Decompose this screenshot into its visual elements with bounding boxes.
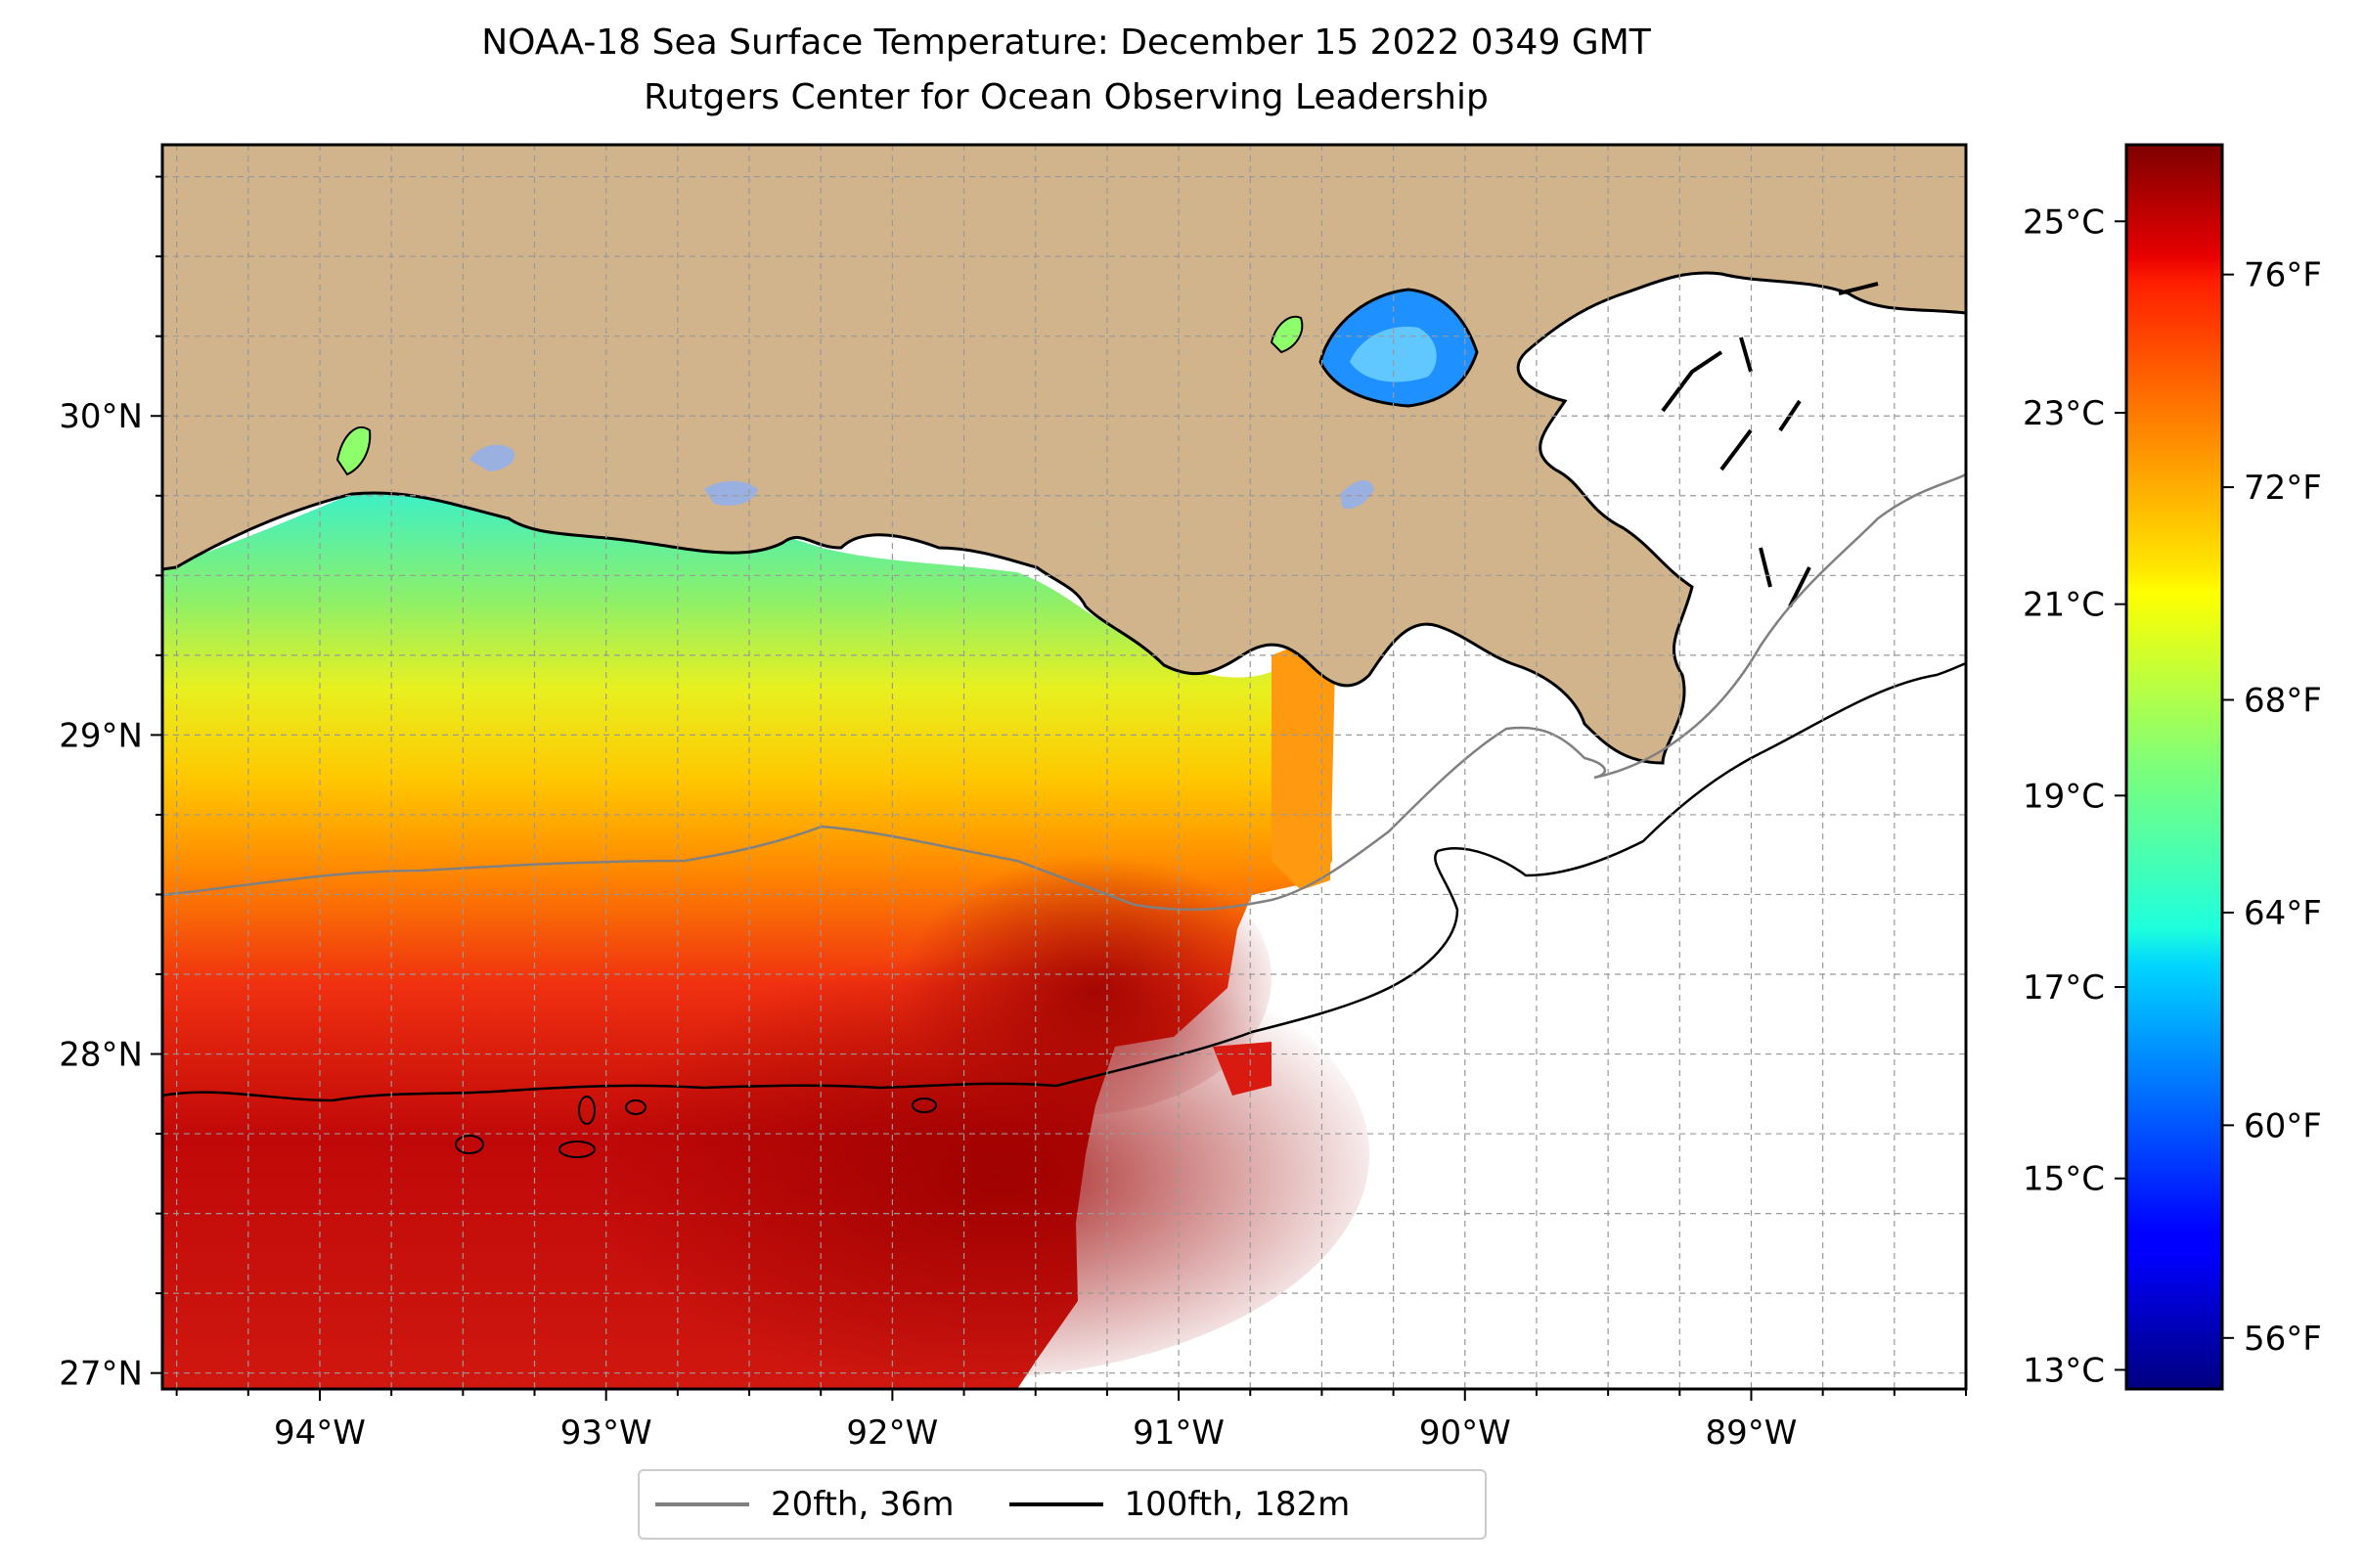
fahrenheit-tick-label: 76°F — [2244, 256, 2322, 295]
legend-swatch-100fth — [1008, 1502, 1103, 1506]
map-frame — [160, 143, 1968, 1391]
x-tick-label: 94°W — [274, 1413, 366, 1453]
fahrenheit-tick-label: 72°F — [2244, 469, 2322, 508]
fahrenheit-tick-label: 68°F — [2244, 682, 2322, 721]
legend-swatch-20fth — [655, 1502, 749, 1506]
small-lake — [1270, 315, 1304, 354]
barataria-pond — [1340, 479, 1374, 510]
contour-100fth — [162, 661, 1966, 1102]
map-title: NOAA-18 Sea Surface Temperature: Decembe… — [481, 22, 1651, 63]
colorbar-celsius-axis: 13°C 15°C 17°C 19°C 21°C 23°C 25°C — [2023, 202, 2126, 1390]
contour-islands — [455, 1096, 937, 1158]
sst-patch-river — [1272, 636, 1335, 890]
y-tick-label: 27°N — [59, 1355, 143, 1394]
marsh-pond — [704, 480, 758, 506]
celsius-tick-label: 15°C — [2023, 1160, 2105, 1199]
x-axis: 94°W 93°W 92°W 91°W 90°W 89°W — [175, 1389, 1967, 1453]
y-tick-label: 28°N — [59, 1036, 143, 1075]
x-tick-label: 91°W — [1133, 1413, 1225, 1453]
legend: 20fth, 36m 100fth, 182m — [638, 1469, 1487, 1540]
x-tick-label: 92°W — [846, 1413, 938, 1453]
map-subtitle: Rutgers Center for Ocean Observing Leade… — [644, 77, 1489, 117]
calcasieu-lake — [335, 426, 372, 476]
legend-label-100fth: 100fth, 182m — [1124, 1485, 1351, 1524]
legend-entry-100fth: 100fth, 182m — [994, 1471, 1351, 1538]
sst-patch-south — [1213, 1042, 1272, 1096]
celsius-tick-label: 21°C — [2023, 586, 2105, 625]
x-tick-label: 89°W — [1706, 1413, 1798, 1453]
fahrenheit-tick-label: 60°F — [2244, 1106, 2322, 1145]
x-tick-label: 90°W — [1419, 1413, 1511, 1453]
contour-20fth — [162, 472, 1966, 912]
map-area — [162, 145, 1966, 1389]
y-axis: 27°N 28°N 29°N 30°N — [59, 175, 162, 1394]
celsius-tick-label: 23°C — [2023, 394, 2105, 433]
y-tick-label: 29°N — [59, 716, 143, 755]
celsius-tick-label: 17°C — [2023, 968, 2105, 1008]
celsius-tick-label: 19°C — [2023, 777, 2105, 816]
celsius-tick-label: 13°C — [2023, 1351, 2105, 1390]
legend-entry-20fth: 20fth, 36m — [640, 1471, 955, 1538]
gridlines — [162, 145, 1966, 1389]
fahrenheit-tick-label: 64°F — [2244, 894, 2322, 933]
delta-channels — [1661, 282, 1879, 607]
legend-label-20fth: 20fth, 36m — [771, 1485, 955, 1524]
x-tick-label: 93°W — [560, 1413, 652, 1453]
sabine-pond — [469, 444, 515, 471]
land-louisiana — [162, 145, 1966, 765]
celsius-tick-label: 25°C — [2023, 202, 2105, 242]
y-tick-label: 30°N — [59, 397, 143, 436]
colorbar-fahrenheit-axis: 56°F 60°F 64°F 68°F 72°F 76°F — [2222, 256, 2322, 1359]
colorbar — [2124, 143, 2224, 1391]
fahrenheit-tick-label: 56°F — [2244, 1320, 2322, 1359]
